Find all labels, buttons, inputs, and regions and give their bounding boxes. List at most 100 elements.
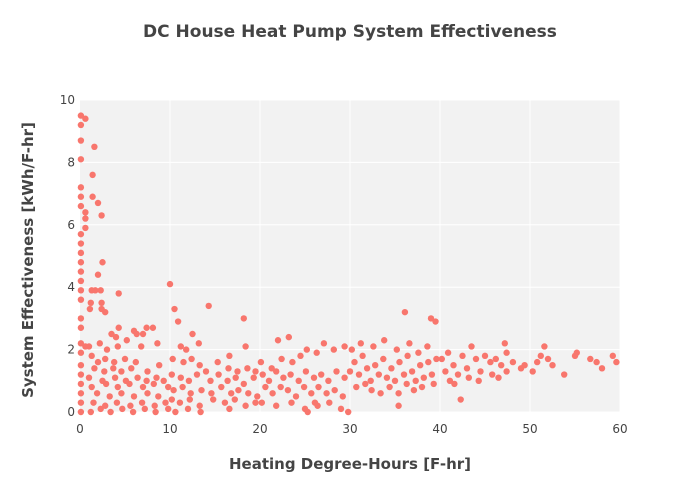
- data-point: [258, 399, 265, 406]
- data-point: [152, 408, 159, 416]
- data-point: [244, 365, 251, 372]
- data-point: [438, 355, 445, 363]
- data-point: [77, 362, 85, 369]
- data-point: [77, 230, 85, 238]
- data-point: [353, 383, 360, 391]
- data-point: [139, 330, 147, 338]
- data-point: [391, 377, 399, 384]
- data-point: [289, 358, 296, 366]
- data-point: [144, 390, 151, 397]
- data-point: [166, 280, 174, 288]
- data-point: [85, 343, 93, 350]
- data-point: [82, 215, 89, 222]
- data-point: [226, 352, 233, 360]
- data-point: [198, 386, 205, 394]
- data-point: [346, 368, 354, 375]
- data-point: [598, 365, 606, 372]
- data-point: [77, 324, 85, 331]
- data-point: [457, 396, 464, 403]
- data-point: [121, 355, 129, 363]
- data-point: [89, 193, 96, 200]
- data-point: [295, 377, 302, 384]
- data-point: [406, 340, 413, 347]
- data-point: [179, 383, 186, 391]
- data-point: [303, 346, 310, 353]
- data-point: [94, 199, 102, 207]
- data-point: [94, 358, 102, 366]
- data-point: [311, 399, 319, 406]
- data-point: [287, 371, 294, 378]
- data-point: [235, 386, 242, 394]
- x-tick-label: 20: [252, 422, 267, 436]
- data-point: [383, 374, 391, 381]
- data-point: [240, 315, 247, 322]
- data-point: [363, 365, 371, 372]
- data-point: [207, 377, 214, 384]
- data-point: [107, 408, 114, 416]
- data-point: [304, 408, 311, 416]
- data-point: [450, 362, 457, 369]
- data-point: [94, 271, 102, 278]
- data-point: [333, 368, 340, 375]
- data-point: [232, 374, 239, 381]
- y-tick-label: 10: [60, 93, 75, 107]
- data-point: [388, 365, 395, 372]
- data-point: [82, 209, 89, 216]
- data-point: [134, 374, 141, 381]
- data-point: [234, 368, 241, 375]
- y-axis-ticks: 0 2 4 6 8 10: [60, 93, 75, 419]
- data-point: [77, 121, 85, 129]
- data-point: [97, 405, 104, 413]
- data-point: [337, 405, 345, 413]
- data-point: [302, 368, 310, 375]
- data-point: [498, 362, 505, 369]
- data-point: [96, 340, 104, 347]
- data-point: [325, 377, 332, 384]
- data-point: [417, 362, 424, 369]
- data-point: [310, 374, 318, 381]
- data-point: [144, 368, 151, 375]
- data-point: [593, 358, 600, 366]
- data-point: [221, 399, 229, 406]
- y-tick-label: 2: [67, 343, 75, 357]
- data-point: [454, 371, 462, 378]
- data-point: [108, 330, 115, 338]
- data-point: [446, 377, 454, 384]
- data-point: [375, 371, 382, 378]
- data-point: [106, 393, 113, 400]
- data-point: [128, 365, 135, 372]
- data-point: [341, 374, 348, 381]
- data-point: [165, 383, 172, 391]
- data-point: [259, 371, 266, 378]
- data-point: [393, 346, 400, 353]
- data-point: [242, 343, 249, 350]
- data-point: [77, 315, 85, 322]
- data-point: [176, 399, 184, 406]
- data-point: [323, 390, 330, 397]
- data-point: [418, 383, 426, 391]
- data-point: [288, 399, 295, 406]
- data-point: [205, 302, 212, 310]
- data-point: [208, 390, 215, 397]
- data-point: [218, 383, 225, 391]
- data-point: [92, 287, 99, 294]
- data-point: [401, 308, 409, 316]
- data-point: [183, 346, 190, 353]
- data-point: [573, 349, 580, 356]
- data-point: [541, 343, 548, 350]
- data-point: [442, 368, 449, 375]
- data-point: [143, 324, 150, 331]
- data-point: [202, 368, 210, 375]
- data-point: [138, 343, 145, 350]
- data-point: [98, 299, 105, 306]
- data-point: [196, 402, 203, 409]
- data-point: [90, 399, 97, 406]
- data-point: [141, 405, 148, 413]
- data-point: [111, 358, 118, 366]
- x-tick-label: 30: [342, 422, 357, 436]
- data-point: [97, 287, 104, 294]
- data-point: [210, 396, 217, 403]
- data-point: [170, 386, 177, 394]
- data-point: [153, 374, 160, 381]
- data-point: [77, 380, 85, 388]
